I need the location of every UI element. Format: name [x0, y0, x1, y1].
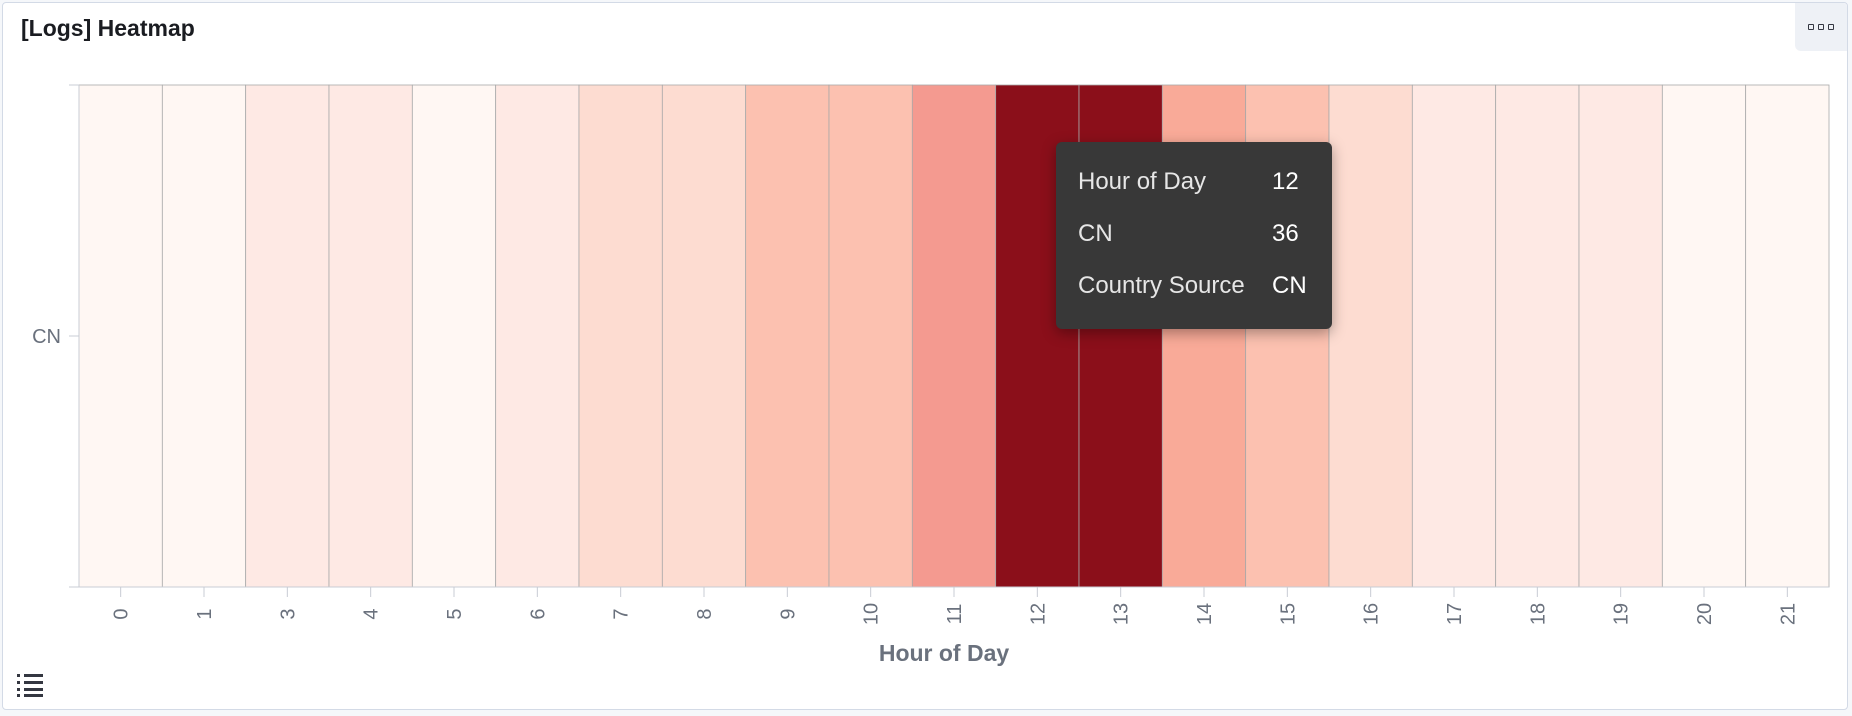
x-tick-label: 1 [194, 608, 216, 619]
heatmap-cell [78, 84, 163, 588]
x-tick-label: 0 [111, 608, 133, 619]
x-tick-label: 8 [694, 608, 716, 619]
heatmap-cell [495, 84, 580, 588]
x-tick-label: 5 [444, 608, 466, 619]
tooltip-value: CN [1272, 272, 1307, 299]
tooltip-row-cn: CN 36 [1078, 220, 1318, 250]
heatmap-cell [661, 84, 747, 588]
panel-title: [Logs] Heatmap [21, 15, 195, 41]
x-tick-label: 16 [1361, 603, 1383, 625]
heatmap-cell [1745, 84, 1830, 588]
heatmap-cell [828, 84, 913, 588]
x-axis-title: Hour of Day [879, 640, 1010, 666]
heatmap-cell [1411, 84, 1497, 588]
x-tick-label: 19 [1611, 603, 1633, 625]
tooltip-value: 36 [1272, 220, 1299, 247]
heatmap-cell [1328, 84, 1413, 588]
list-icon [17, 681, 43, 684]
x-tick-label: 14 [1194, 603, 1216, 625]
heatmap-cell [411, 84, 497, 588]
heatmap-cell [1661, 84, 1747, 588]
x-tick-label: 9 [777, 608, 799, 619]
ellipsis-boxes-icon [1808, 24, 1814, 30]
x-tick-label: 20 [1694, 603, 1716, 625]
x-tick-label: 18 [1527, 603, 1549, 625]
list-icon [17, 688, 43, 691]
x-tick-label: 21 [1777, 603, 1799, 625]
x-tick-label: 17 [1444, 603, 1466, 625]
tooltip-value: 12 [1272, 168, 1299, 195]
ellipsis-boxes-icon [1828, 24, 1834, 30]
panel-options-button[interactable] [1795, 3, 1847, 51]
heatmap-cell [578, 84, 663, 588]
heatmap-cell [1578, 84, 1663, 588]
x-tick-label: 10 [861, 603, 883, 625]
y-tick-label: CN [32, 326, 61, 348]
heatmap-cell [328, 84, 413, 588]
x-tick-label: 6 [527, 608, 549, 619]
heatmap-cell [911, 84, 997, 588]
x-tick-label: 3 [277, 608, 299, 619]
ellipsis-boxes-icon [1818, 24, 1824, 30]
x-tick-label: 13 [1111, 603, 1133, 625]
heatmap-cell [161, 84, 247, 588]
list-icon [17, 674, 43, 677]
tooltip-row-hour: Hour of Day 12 [1078, 168, 1318, 198]
x-tick-label: 15 [1277, 603, 1299, 625]
heatmap-cell [1495, 84, 1580, 588]
tooltip-row-country: Country Source CN [1078, 272, 1318, 302]
x-tick-label: 11 [944, 604, 966, 625]
x-tick-label: 4 [361, 608, 383, 619]
tooltip-key: Country Source [1078, 272, 1245, 299]
tooltip: Hour of Day 12 CN 36 Country Source CN [1056, 142, 1332, 329]
legend-toggle-button[interactable] [17, 673, 43, 697]
x-tick-label: 12 [1027, 603, 1049, 625]
heatmap-cell [245, 84, 330, 588]
tooltip-key: CN [1078, 220, 1113, 247]
tooltip-key: Hour of Day [1078, 168, 1207, 195]
heatmap-cell [745, 84, 830, 588]
x-tick-label: 7 [611, 608, 633, 619]
list-icon [17, 694, 43, 698]
